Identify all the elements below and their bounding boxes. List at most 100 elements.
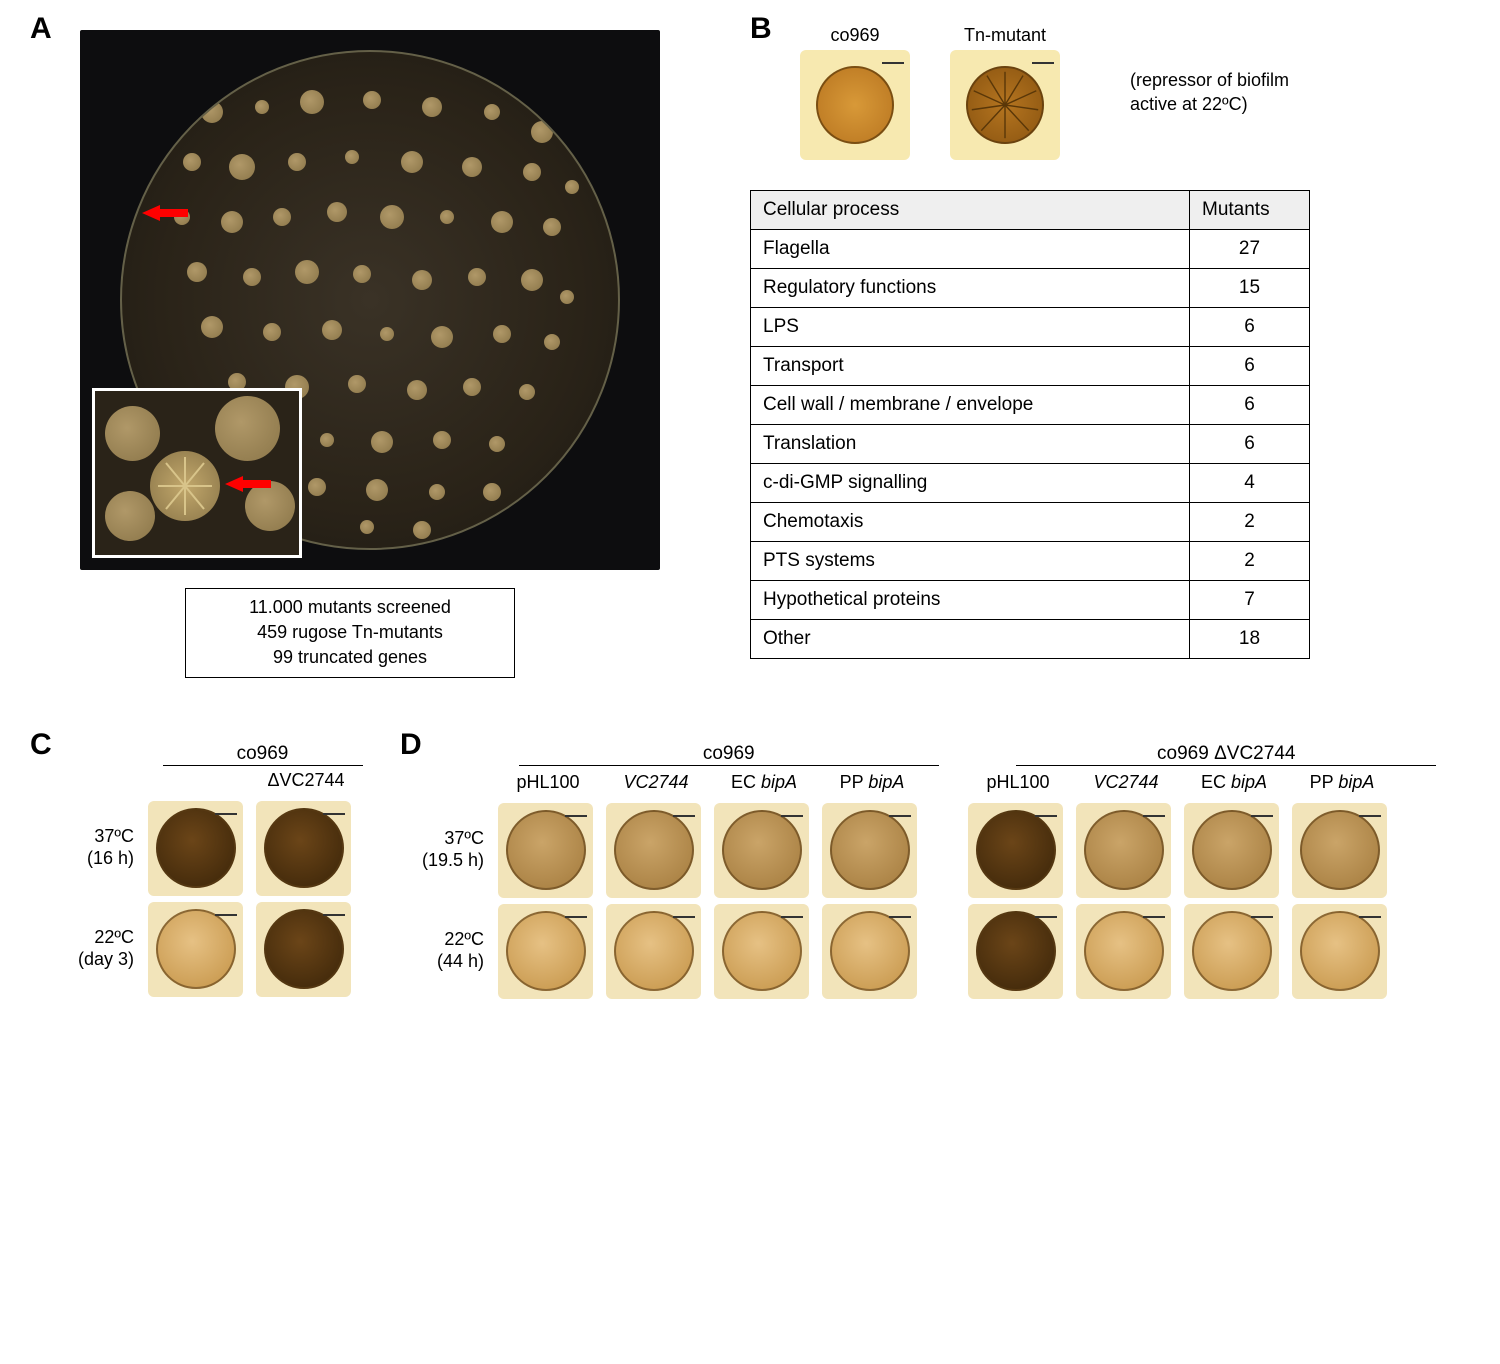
figure-root: A: [30, 20, 1470, 999]
summary-line: 99 truncated genes: [196, 645, 504, 670]
panel-a-label: A: [30, 12, 52, 46]
panel-c-header: co969: [163, 743, 363, 766]
sample-label: co969: [800, 25, 910, 46]
top-row: A: [30, 20, 1470, 678]
colony-image: [822, 904, 917, 999]
cell-count: 6: [1190, 347, 1310, 386]
panel-d: D co969 co969 ΔVC2744 pHL100VC2744EC bip…: [400, 733, 1460, 999]
colony-image: [800, 50, 910, 160]
col-header: VC2744: [1076, 772, 1176, 793]
colony-image: [498, 803, 593, 898]
colony-image: [968, 904, 1063, 999]
cell-count: 7: [1190, 581, 1310, 620]
panel-b-label: B: [750, 12, 772, 46]
colony-image: [606, 904, 701, 999]
arrow-icon: [142, 205, 188, 221]
cell-count: 15: [1190, 269, 1310, 308]
panel-c-label: C: [30, 728, 52, 762]
colony-image: [950, 50, 1060, 160]
colony-image: [714, 803, 809, 898]
panel-d-grid: pHL100 VC2744 EC bipA PP bipA pHL100 VC2744 EC…: [400, 772, 1460, 999]
table-header-mutants: Mutants: [1190, 191, 1310, 230]
table-row: PTS systems2: [751, 542, 1310, 581]
inset-image: [92, 388, 302, 558]
note-line: active at 22ºC): [1130, 93, 1289, 116]
cell-count: 6: [1190, 425, 1310, 464]
colony-image: [1292, 904, 1387, 999]
colony-image: [498, 904, 593, 999]
panel-c-grid: ΔVC2744 37ºC(16 h) 22ºC(day 3): [30, 770, 380, 997]
colony-image: [1292, 803, 1387, 898]
colony-image: [822, 803, 917, 898]
panel-b: B co969 Tn-mutant: [730, 20, 1430, 678]
col-header: EC bipA: [1184, 772, 1284, 793]
row-label: 37ºC(19.5 h): [400, 828, 490, 871]
sample-co969: co969: [800, 25, 910, 160]
cell-process: Regulatory functions: [751, 269, 1190, 308]
colony-image: [256, 801, 351, 896]
row-label: 22ºC(44 h): [400, 929, 490, 972]
col-header: pHL100: [968, 772, 1068, 793]
cell-process: LPS: [751, 308, 1190, 347]
sample-tn-mutant: Tn-mutant: [950, 25, 1060, 160]
colony-image: [148, 801, 243, 896]
colony-image: [1184, 904, 1279, 999]
table-row: Cell wall / membrane / envelope6: [751, 386, 1310, 425]
table-row: Other18: [751, 620, 1310, 659]
table-row: LPS6: [751, 308, 1310, 347]
cell-count: 18: [1190, 620, 1310, 659]
table-row: Hypothetical proteins7: [751, 581, 1310, 620]
cell-count: 6: [1190, 308, 1310, 347]
cell-process: Flagella: [751, 230, 1190, 269]
table-row: Transport6: [751, 347, 1310, 386]
colony-image: [148, 902, 243, 997]
cell-count: 6: [1190, 386, 1310, 425]
col-header: pHL100: [498, 772, 598, 793]
cell-count: 2: [1190, 503, 1310, 542]
col-header: PP bipA: [822, 772, 922, 793]
summary-line: 459 rugose Tn-mutants: [196, 620, 504, 645]
table-row: Regulatory functions15: [751, 269, 1310, 308]
note-line: (repressor of biofilm: [1130, 69, 1289, 92]
cell-count: 4: [1190, 464, 1310, 503]
colony-image: [968, 803, 1063, 898]
cell-process: Translation: [751, 425, 1190, 464]
sample-label: Tn-mutant: [950, 25, 1060, 46]
panel-d-right-header: co969 ΔVC2744: [1016, 743, 1436, 766]
panel-b-samples: co969 Tn-mutant: [800, 25, 1430, 160]
col-header: EC bipA: [714, 772, 814, 793]
cell-count: 27: [1190, 230, 1310, 269]
cell-process: c-di-GMP signalling: [751, 464, 1190, 503]
table-header-process: Cellular process: [751, 191, 1190, 230]
colony-image: [606, 803, 701, 898]
panel-c: C co969 ΔVC2744 37ºC(16 h) 22ºC(day 3): [30, 733, 380, 999]
summary-box: 11.000 mutants screened 459 rugose Tn-mu…: [185, 588, 515, 678]
table-row: Chemotaxis2: [751, 503, 1310, 542]
col-header: VC2744: [606, 772, 706, 793]
arrow-icon: [225, 476, 271, 492]
colony-image: [256, 902, 351, 997]
row-label: 37ºC(16 h): [30, 826, 140, 869]
table-row: c-di-GMP signalling4: [751, 464, 1310, 503]
row-label: 22ºC(day 3): [30, 927, 140, 970]
colony-image: [1184, 803, 1279, 898]
colony-image: [1076, 904, 1171, 999]
summary-line: 11.000 mutants screened: [196, 595, 504, 620]
cell-count: 2: [1190, 542, 1310, 581]
mutants-table: Cellular process Mutants Flagella27Regul…: [750, 190, 1310, 659]
cell-process: Cell wall / membrane / envelope: [751, 386, 1190, 425]
panel-d-left-header: co969: [519, 743, 939, 766]
cell-process: Transport: [751, 347, 1190, 386]
colony-image: [714, 904, 809, 999]
cell-process: Chemotaxis: [751, 503, 1190, 542]
panel-d-label: D: [400, 728, 422, 762]
panel-a: A: [30, 20, 670, 678]
colony-image: [1076, 803, 1171, 898]
table-row: Translation6: [751, 425, 1310, 464]
cell-process: Other: [751, 620, 1190, 659]
petri-dish-image: [80, 30, 660, 570]
col-header: ΔVC2744: [256, 770, 356, 791]
cell-process: PTS systems: [751, 542, 1190, 581]
col-header: PP bipA: [1292, 772, 1392, 793]
panel-b-note: (repressor of biofilm active at 22ºC): [1130, 69, 1289, 116]
